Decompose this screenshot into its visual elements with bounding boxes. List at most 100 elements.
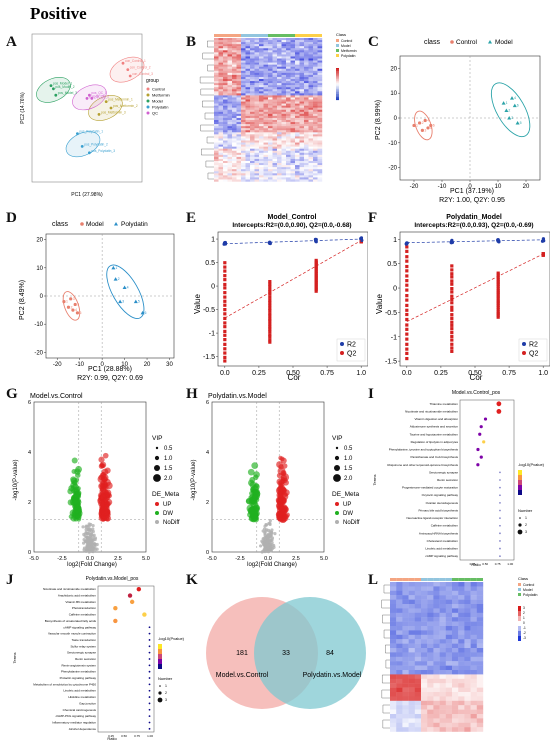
term-point: [499, 479, 501, 481]
panel-b-cell: [286, 107, 291, 110]
panel-b-cell: [313, 109, 318, 112]
panel-b-cell: [286, 156, 291, 160]
panel-l-class-cell: [445, 578, 452, 581]
panel-b-cell: [241, 177, 246, 180]
panel-b-cell: [308, 134, 314, 137]
legend-size-label: 1.5: [344, 466, 353, 472]
panel-l-cell: [445, 709, 453, 715]
panel-b-cell: [268, 142, 273, 145]
q2-point: [450, 320, 454, 324]
q2-point: [450, 330, 454, 335]
panel-b-cell: [268, 66, 273, 69]
panel-b-cell: [263, 95, 269, 98]
panel-b-cell: [295, 113, 300, 117]
panel-b-cell: [214, 161, 219, 164]
panel-b-cell: [308, 111, 314, 115]
panel-b-cell: [254, 126, 260, 129]
term-label: Prolactin signaling pathway: [60, 676, 97, 680]
panel-b-cell: [313, 66, 318, 69]
panel-b-cell: [286, 140, 291, 143]
panel-l-cell: [439, 718, 446, 723]
panel-b-cell: [299, 52, 305, 55]
panel-b-cell: [268, 42, 273, 45]
panel-b-cell: [313, 124, 318, 127]
q2-point: [405, 303, 409, 308]
panel-l-cell: [402, 630, 409, 635]
panel-b-cell: [254, 107, 260, 110]
panel-b-cell: [241, 79, 246, 82]
panel-b-cell: [259, 179, 264, 182]
panel-l-cell: [390, 683, 397, 688]
panel-b-cell: [272, 161, 278, 164]
panel-b-cell: [317, 93, 323, 96]
panel-b-cell: [259, 130, 264, 133]
panel-b-cell: [232, 175, 237, 178]
term-point: [148, 651, 151, 654]
panel-b-cell: [245, 122, 251, 125]
panel-b-cell: [263, 156, 269, 160]
term-label: Neuroactive ligand-receptor interaction: [406, 516, 458, 520]
panel-l-cell: [396, 674, 403, 679]
panel-l-cell: [476, 722, 484, 728]
panel-b-cell: [218, 103, 224, 106]
plot-area: [97, 585, 155, 733]
panel-b-cell: [241, 91, 246, 94]
panel-b-cell: [218, 70, 224, 74]
panel-l-cell: [452, 648, 459, 653]
panel-l-cell: [439, 714, 446, 719]
x-tick-label: 0.0: [220, 370, 230, 377]
panel-b-cell: [245, 111, 251, 115]
panel-b-cell: [295, 126, 300, 129]
panel-b-cell: [214, 54, 219, 57]
panel-b-cell: [214, 167, 219, 170]
panel-l-cell: [470, 652, 477, 657]
panel-l-cell: [464, 608, 471, 613]
panel-b-cell: [214, 60, 219, 63]
panel-b-cell: [218, 124, 224, 127]
panel-b-cell: [272, 140, 278, 143]
panel-i-ylabel: Terms: [372, 475, 377, 486]
panel-b-cell: [277, 107, 282, 110]
group-point: [420, 128, 424, 132]
legend-size-marker: [333, 474, 341, 482]
panel-l-cell: [433, 621, 440, 627]
panel-b-cell: [254, 136, 260, 139]
panel-l-legend-label: Polydatin: [523, 593, 537, 597]
panel-b-cell: [241, 122, 246, 125]
panel-b-cell: [236, 52, 242, 55]
panel-b-cell: [223, 99, 228, 102]
panel-b-cell: [295, 142, 300, 145]
panel-b-cell: [250, 154, 255, 158]
panel-l-cell: [476, 643, 484, 649]
panel-b-cell: [245, 101, 251, 104]
panel-b-cell: [263, 128, 269, 131]
panel-b-cell: [250, 134, 255, 137]
panel-b-cell: [299, 161, 305, 164]
panel-b-cell: [263, 148, 269, 151]
panel-l-cell: [427, 709, 434, 715]
panel-l-cell: [476, 692, 484, 697]
panel-b-cell: [227, 48, 233, 51]
panel-l-cell: [439, 586, 446, 591]
panel-b-cell: [218, 117, 224, 121]
panel-b-cell: [286, 42, 291, 45]
panel-b-cell: [286, 165, 291, 168]
panel-l-cell: [408, 599, 415, 605]
term-label: Aldosterone synthesis and secretion: [410, 425, 459, 429]
panel-b-cell: [232, 167, 237, 170]
panel-l-cell: [421, 595, 428, 600]
panel-l-cell: [427, 590, 434, 596]
y-tick-label: 10: [390, 91, 397, 97]
q2-point: [268, 284, 272, 289]
panel-b-cell: [272, 38, 278, 41]
panel-b-cell: [308, 42, 314, 45]
term-label: Vascular smooth muscle contraction: [48, 632, 96, 636]
panel-label-e: E: [186, 210, 197, 226]
panel-b-cell: [272, 169, 278, 172]
panel-b-cell: [245, 173, 251, 176]
nodiff-point: [263, 533, 267, 537]
panel-l-cell: [458, 617, 465, 622]
panel-b-cell: [272, 87, 278, 90]
panel-b-cell: [299, 126, 305, 129]
